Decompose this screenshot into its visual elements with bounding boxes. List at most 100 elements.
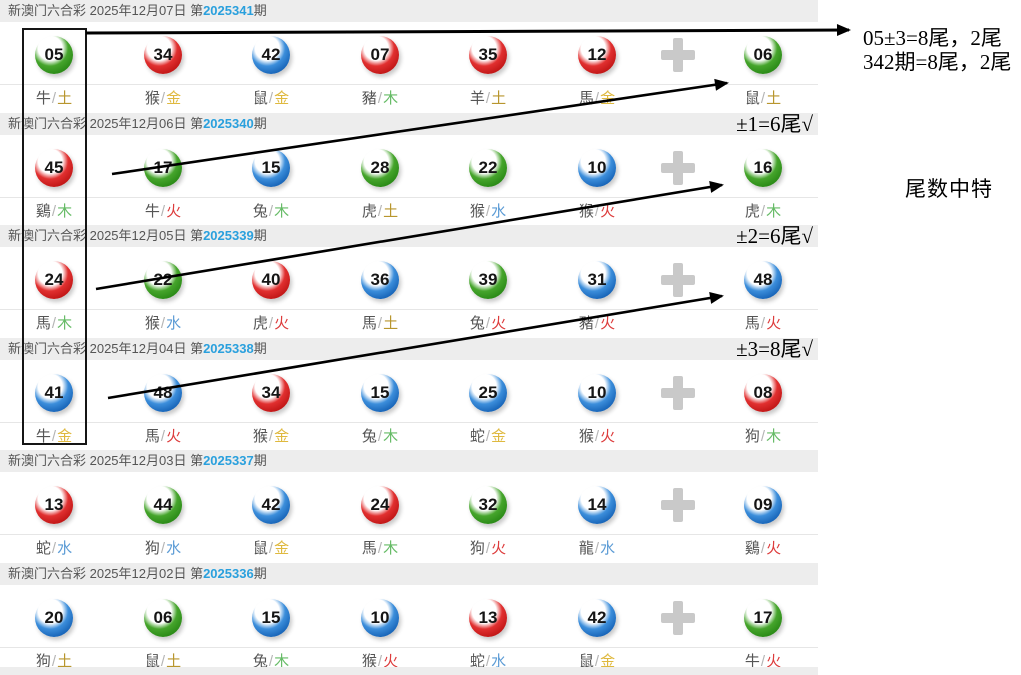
zodiac-text: 鼠 xyxy=(252,540,268,557)
draw-header: 新澳门六合彩 2025年12月03日 第2025337期 xyxy=(0,450,818,472)
zodiac-text: 狗 xyxy=(744,427,760,445)
element-text: 金 xyxy=(274,427,290,445)
zodiac-text: 猴 xyxy=(252,427,268,445)
ball-label: 狗/土 xyxy=(12,650,96,671)
draw-header: 新澳门六合彩 2025年12月05日 第2025339期 ±2=6尾√ xyxy=(0,224,818,248)
lottery-ball: 32 xyxy=(469,486,507,524)
ball-label: 馬/金 xyxy=(555,87,639,108)
slash-separator: / xyxy=(485,427,491,445)
zodiac-text: 龍 xyxy=(578,540,594,557)
slash-separator: / xyxy=(485,652,491,670)
element-text: 土 xyxy=(166,652,182,670)
ball-label: 豬/火 xyxy=(555,312,639,333)
special-ball: 06 xyxy=(744,36,782,74)
ball-label: 鼠/土 xyxy=(121,650,205,671)
ball-label: 兔/木 xyxy=(229,650,313,671)
ball-label: 鼠/金 xyxy=(229,87,313,108)
top-annotation-line1: 05±3=8尾，2尾 xyxy=(863,26,1002,50)
lottery-ball: 10 xyxy=(578,148,616,187)
slash-separator: / xyxy=(594,540,600,557)
zodiac-text: 鼠 xyxy=(744,90,760,107)
lottery-ball: 31 xyxy=(578,261,616,299)
lottery-ball: 25 xyxy=(469,373,507,412)
element-text: 水 xyxy=(491,202,507,220)
element-text: 土 xyxy=(57,652,73,670)
element-text: 水 xyxy=(600,540,616,557)
slash-separator: / xyxy=(760,427,766,445)
ball-label: 蛇/水 xyxy=(446,650,530,671)
ball-label: 牛/土 xyxy=(12,87,96,108)
lottery-ball: 13 xyxy=(469,598,507,637)
zodiac-text: 豬 xyxy=(361,90,377,107)
zodiac-text: 鼠 xyxy=(252,90,268,107)
draw-title: 新澳门六合彩 2025年12月03日 第 xyxy=(8,453,204,468)
zodiac-text: 馬 xyxy=(361,540,377,557)
element-text: 火 xyxy=(766,540,782,557)
slash-separator: / xyxy=(51,540,57,557)
zodiac-text: 鷄 xyxy=(35,202,51,220)
draw-period-number[interactable]: 2025336 xyxy=(203,565,254,581)
ball-label: 狗/木 xyxy=(721,425,805,446)
slash-separator: / xyxy=(760,90,766,107)
ball-label: 豬/木 xyxy=(338,87,422,108)
draw-period-suffix: 期 xyxy=(253,115,267,131)
zodiac-text: 馬 xyxy=(744,315,760,332)
zodiac-text: 馬 xyxy=(361,315,377,332)
draw-period-number[interactable]: 2025338 xyxy=(203,340,254,356)
lottery-ball: 41 xyxy=(35,373,73,412)
lottery-ball: 42 xyxy=(252,36,290,74)
draw-period-number[interactable]: 2025341 xyxy=(203,3,254,18)
ball-label: 猴/火 xyxy=(338,650,422,671)
special-ball: 08 xyxy=(744,373,782,412)
element-text: 火 xyxy=(766,652,782,670)
slash-separator: / xyxy=(377,652,383,670)
ball-label: 羊/土 xyxy=(446,87,530,108)
draw-header: 新澳门六合彩 2025年12月02日 第2025336期 xyxy=(0,562,818,585)
lottery-ball: 34 xyxy=(144,36,182,74)
lottery-ball: 45 xyxy=(35,148,73,187)
slash-separator: / xyxy=(160,652,166,670)
element-text: 水 xyxy=(166,315,182,332)
draw-title: 新澳门六合彩 2025年12月05日 第 xyxy=(8,228,204,243)
zodiac-text: 牛 xyxy=(744,652,760,670)
ball-label: 馬/木 xyxy=(338,537,422,558)
ball-label: 兔/木 xyxy=(229,200,313,221)
lottery-ball: 15 xyxy=(361,373,399,412)
ball-label: 馬/木 xyxy=(12,312,96,333)
ball-label: 兔/火 xyxy=(446,312,530,333)
plus-icon xyxy=(661,375,695,410)
slash-separator: / xyxy=(485,540,491,557)
lottery-ball: 20 xyxy=(35,598,73,637)
lottery-ball: 14 xyxy=(578,486,616,524)
lottery-ball: 05 xyxy=(35,36,73,74)
row-annotation: ±2=6尾√ xyxy=(736,224,813,248)
lottery-ball: 36 xyxy=(361,261,399,299)
ball-label: 牛/火 xyxy=(121,200,205,221)
ball-label: 狗/水 xyxy=(121,537,205,558)
zodiac-text: 豬 xyxy=(578,315,594,332)
ball-label: 猴/金 xyxy=(229,425,313,446)
draw-period-number[interactable]: 2025340 xyxy=(203,115,254,131)
zodiac-text: 馬 xyxy=(144,427,160,445)
lottery-ball: 13 xyxy=(35,486,73,524)
zodiac-text: 蛇 xyxy=(35,540,51,557)
slash-separator: / xyxy=(760,202,766,220)
ball-label: 龍/水 xyxy=(555,537,639,558)
slash-separator: / xyxy=(51,202,57,220)
special-ball: 48 xyxy=(744,261,782,299)
draw-title: 新澳门六合彩 2025年12月04日 第 xyxy=(8,340,204,356)
element-text: 火 xyxy=(383,652,399,670)
zodiac-text: 狗 xyxy=(35,652,51,670)
zodiac-text: 虎 xyxy=(361,202,377,220)
element-text: 金 xyxy=(600,90,616,107)
lottery-ball: 10 xyxy=(361,598,399,637)
next-draw-band-partial xyxy=(0,667,818,675)
draw-period-number[interactable]: 2025337 xyxy=(203,453,254,468)
zodiac-text: 兔 xyxy=(361,427,377,445)
element-text: 火 xyxy=(274,315,290,332)
draw-period-number[interactable]: 2025339 xyxy=(203,228,254,243)
zodiac-text: 蛇 xyxy=(469,427,485,445)
element-text: 火 xyxy=(166,427,182,445)
slash-separator: / xyxy=(160,427,166,445)
element-text: 火 xyxy=(491,540,507,557)
